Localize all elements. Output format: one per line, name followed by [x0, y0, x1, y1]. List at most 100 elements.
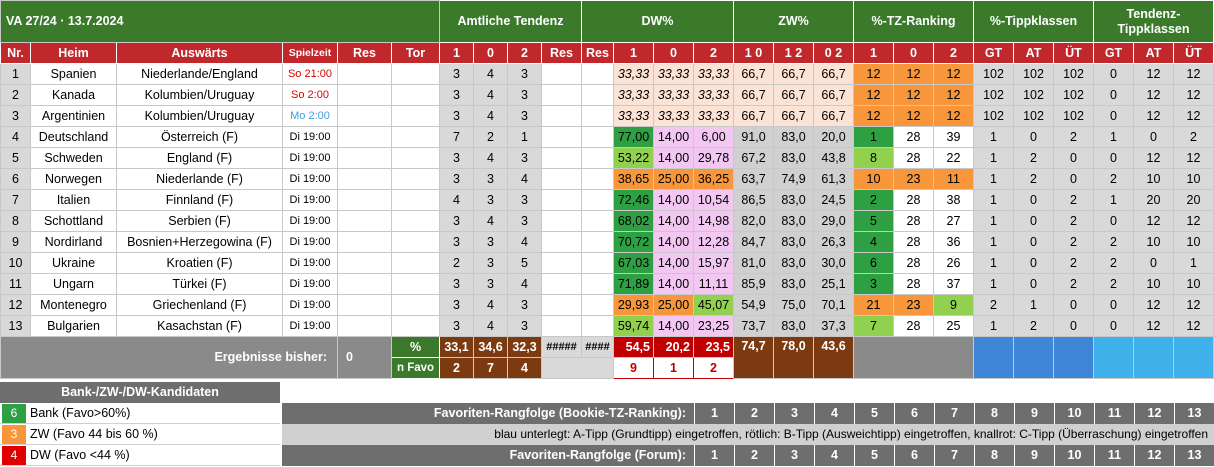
away-team: Niederlande (F)	[116, 168, 283, 190]
dw-result	[581, 189, 614, 211]
forum-rank-12: 12	[1134, 445, 1174, 466]
dw-percent: 53,22	[613, 147, 654, 169]
zw-percent: 26,3	[813, 231, 854, 253]
match-number: 9	[0, 231, 31, 253]
result-cell	[337, 126, 392, 148]
tendenz-value: 3	[473, 168, 508, 190]
home-team: Schottland	[30, 210, 117, 232]
forum-rank-8: 8	[974, 445, 1014, 466]
dw-percent-sum: 54,5	[613, 336, 654, 358]
kickoff-time: Di 19:00	[282, 147, 338, 169]
tippklasse-value: 0	[1013, 189, 1054, 211]
tippklasse-value: 1	[973, 210, 1014, 232]
bookie-rank-3: 3	[774, 403, 814, 424]
dw-percent: 70,72	[613, 231, 654, 253]
zw-percent: 66,7	[773, 105, 814, 127]
header-zw: ZW%	[733, 0, 854, 43]
tippklasse-value: 1	[973, 252, 1014, 274]
tendenz-tippklasse-value: 0	[1093, 210, 1134, 232]
dw-percent: 14,98	[693, 210, 734, 232]
kickoff-time: Di 19:00	[282, 126, 338, 148]
forum-rank-2: 2	[734, 445, 774, 466]
tz-rank: 7	[853, 315, 894, 337]
table-row: 7 Italien Finnland (F) Di 19:00 4 3 3 72,46 14,0…	[0, 189, 1214, 211]
tendenz-tippklasse-value: 12	[1133, 315, 1174, 337]
goals-cell	[391, 189, 440, 211]
away-team: Kasachstan (F)	[116, 315, 283, 337]
tendenz-value: 4	[473, 315, 508, 337]
table-row: 8 Schottland Serbien (F) Di 19:00 3 4 3 68,02 14…	[0, 210, 1214, 232]
col-ttk-gt: GT	[1093, 42, 1134, 64]
goals-cell	[391, 273, 440, 295]
zw-percent: 66,7	[813, 105, 854, 127]
result-cell	[337, 315, 392, 337]
table-row: 3 Argentinien Kolumbien/Uruguay Mo 2:00 3 4 3 3…	[0, 105, 1214, 127]
tendenz-value: 4	[473, 105, 508, 127]
dw-percent: 14,00	[653, 252, 694, 274]
tendenz-tippklasse-value: 0	[1133, 252, 1174, 274]
goals-cell	[391, 126, 440, 148]
tz-rank: 28	[893, 315, 934, 337]
tz-rank: 9	[933, 294, 974, 316]
tendenz-tippklasse-value: 12	[1133, 63, 1174, 85]
forum-rank-7: 7	[934, 445, 974, 466]
dw-percent: 10,54	[693, 189, 734, 211]
tz-rank: 12	[933, 84, 974, 106]
tendenz-tippklasse-value: 0	[1093, 315, 1134, 337]
col-rank-1: 1	[853, 42, 894, 64]
tendenz-tippklasse-value: 0	[1093, 147, 1134, 169]
tippklasse-value: 102	[1013, 84, 1054, 106]
match-number: 4	[0, 126, 31, 148]
tz-rank: 37	[933, 273, 974, 295]
tz-rank: 12	[853, 84, 894, 106]
result-cell	[337, 147, 392, 169]
zw-percent: 83,0	[773, 189, 814, 211]
away-team: Finnland (F)	[116, 189, 283, 211]
table-row: 9 Nordirland Bosnien+Herzegowina (F) Di 19:…	[0, 231, 1214, 253]
home-team: Ungarn	[30, 273, 117, 295]
tendenz-tippklasse-value: 12	[1173, 294, 1214, 316]
goals-cell	[391, 252, 440, 274]
dw-percent: 25,00	[653, 168, 694, 190]
header-tendenz-tippklassen: Tendenz-Tippklassen	[1093, 0, 1214, 43]
match-number: 5	[0, 147, 31, 169]
header-dw: DW%	[581, 0, 734, 43]
zw-percent: 83,0	[773, 252, 814, 274]
dw-result	[581, 294, 614, 316]
tendenz-value: 3	[439, 147, 474, 169]
favo-count: 2	[439, 357, 474, 379]
tippklasse-sum	[973, 336, 1014, 379]
dw-result	[581, 210, 614, 232]
zw-percent: 83,0	[773, 210, 814, 232]
col-tk-ut: ÜT	[1053, 42, 1094, 64]
tendenz-value: 3	[507, 210, 542, 232]
dw-percent: 68,02	[613, 210, 654, 232]
legend-count: 4	[2, 446, 26, 465]
col-spielzeit: Spielzeit	[282, 42, 338, 64]
results-so-far-value: 0	[337, 336, 392, 379]
zw-percent: 83,0	[773, 147, 814, 169]
tippklasse-value: 1	[973, 147, 1014, 169]
forum-rank-11: 11	[1094, 445, 1134, 466]
tippklasse-value: 2	[1053, 126, 1094, 148]
ranking-forum-row: Favoriten-Rangfolge (Forum): 1 2 3 4 5 6 7 8 9 10…	[282, 445, 1214, 466]
forum-rank-3: 3	[774, 445, 814, 466]
favo-label: n Favo	[391, 357, 440, 379]
zw-percent: 61,3	[813, 168, 854, 190]
kickoff-time: Di 19:00	[282, 210, 338, 232]
tz-rank: 12	[893, 63, 934, 85]
tendenz-value: 3	[439, 168, 474, 190]
bookie-rank-13: 13	[1174, 403, 1214, 424]
tendenz-tippklasse-value: 10	[1133, 231, 1174, 253]
dw-percent: 33,33	[653, 63, 694, 85]
tippklasse-value: 102	[1053, 63, 1094, 85]
zw-percent: 63,7	[733, 168, 774, 190]
tippklasse-value: 0	[1013, 252, 1054, 274]
tendenz-tippklasse-value: 20	[1133, 189, 1174, 211]
tendenz-result	[541, 84, 582, 106]
col-heim: Heim	[30, 42, 117, 64]
match-number: 12	[0, 294, 31, 316]
tz-rank: 36	[933, 231, 974, 253]
tendenz-result	[541, 294, 582, 316]
goals-cell	[391, 147, 440, 169]
